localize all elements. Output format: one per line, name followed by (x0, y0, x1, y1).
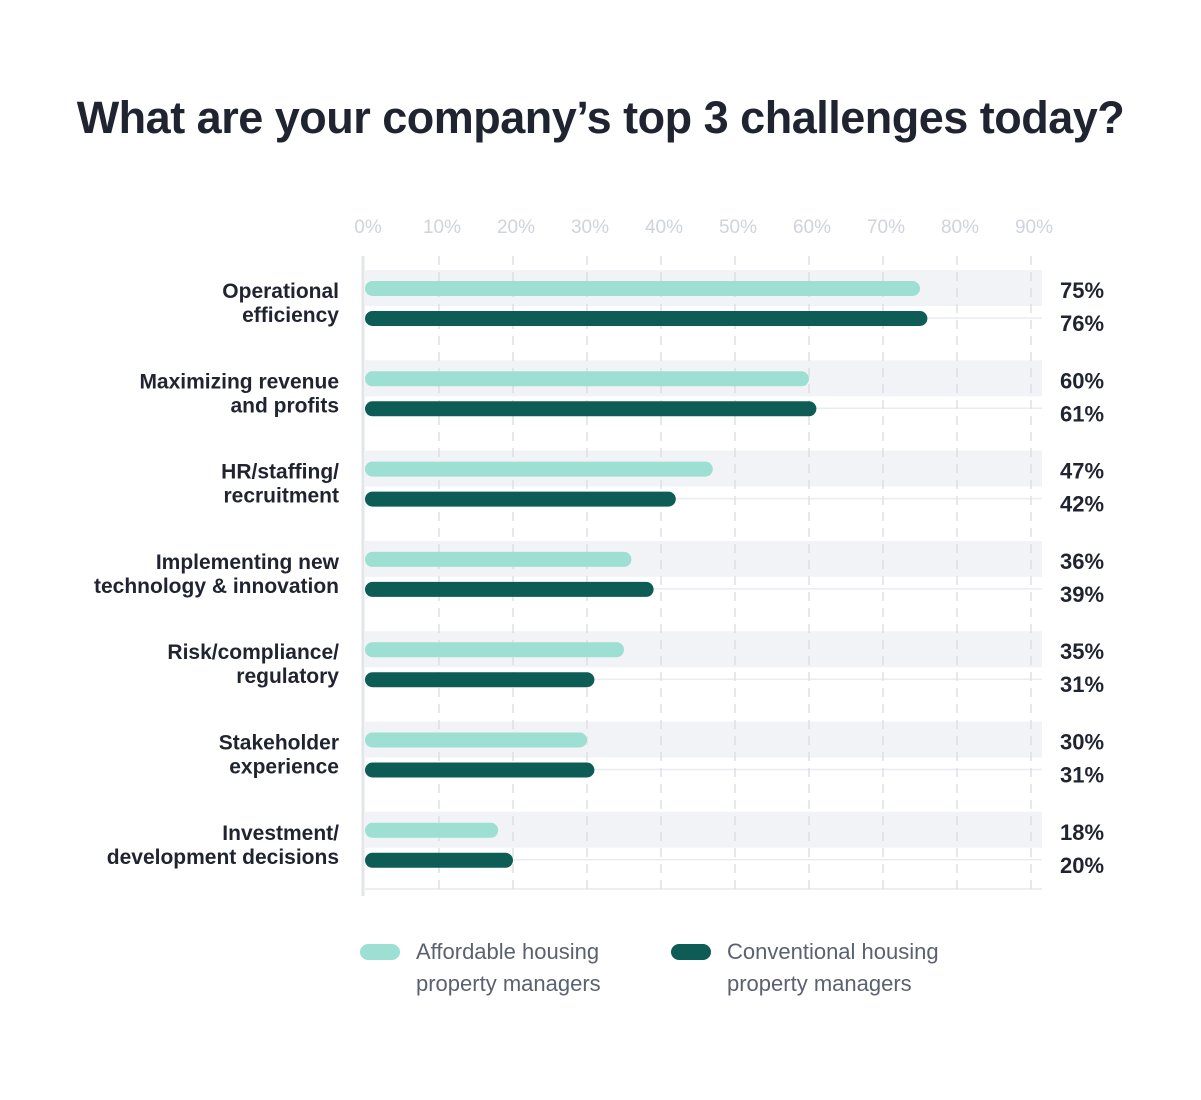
category-label: technology & innovation (94, 575, 339, 598)
category-label: regulatory (236, 665, 339, 688)
category-label: Stakeholder (219, 732, 339, 755)
value-label: 18% (1060, 820, 1104, 845)
category-label: recruitment (223, 485, 339, 508)
x-tick-label: 90% (1015, 217, 1053, 238)
x-tick-label: 30% (571, 217, 609, 238)
category-label: HR/staffing/ (221, 461, 339, 484)
legend-item-conventional: Conventional housing property managers (671, 936, 939, 1000)
bar (365, 672, 595, 688)
legend-label-conventional-line2: property managers (727, 971, 912, 996)
x-tick-label: 50% (719, 217, 757, 238)
bar (365, 281, 920, 296)
category-label: Investment/ (222, 822, 339, 845)
category-label: and profits (231, 394, 340, 417)
category-label: Operational (222, 280, 339, 303)
bar (365, 311, 928, 326)
value-label: 36% (1060, 549, 1104, 574)
bar (365, 642, 624, 658)
value-label: 76% (1060, 311, 1104, 336)
legend-item-affordable: Affordable housing property managers (360, 936, 601, 1000)
bar (365, 461, 713, 477)
x-tick-label: 60% (793, 217, 831, 238)
bar (365, 852, 513, 868)
category-label: Maximizing revenue (139, 370, 339, 393)
bar (365, 401, 817, 417)
legend-label-affordable: Affordable housing property managers (416, 936, 601, 1000)
value-label: 61% (1060, 401, 1104, 426)
value-label: 75% (1060, 278, 1104, 303)
legend-swatch-affordable (360, 944, 400, 960)
bar (365, 491, 676, 507)
category-label: development decisions (107, 846, 339, 869)
legend-label-conventional: Conventional housing property managers (727, 936, 939, 1000)
value-label: 47% (1060, 459, 1104, 484)
value-label: 60% (1060, 368, 1104, 393)
bar (365, 822, 499, 838)
bar (365, 551, 632, 567)
category-label: Implementing new (156, 551, 340, 574)
x-tick-label: 80% (941, 217, 979, 238)
bar (365, 371, 809, 387)
value-label: 31% (1060, 672, 1104, 697)
bar (365, 762, 595, 778)
legend-label-affordable-line2: property managers (416, 971, 601, 996)
x-tick-label: 40% (645, 217, 683, 238)
x-tick-label: 10% (423, 217, 461, 238)
legend-label-conventional-line1: Conventional housing (727, 939, 939, 964)
value-label: 39% (1060, 582, 1104, 607)
value-label: 30% (1060, 730, 1104, 755)
x-tick-label: 70% (867, 217, 905, 238)
category-label: efficiency (242, 304, 339, 327)
value-label: 42% (1060, 492, 1104, 517)
legend-label-affordable-line1: Affordable housing (416, 939, 600, 964)
value-label: 20% (1060, 853, 1104, 878)
x-tick-label: 20% (497, 217, 535, 238)
bar (365, 732, 587, 748)
chart-title: What are your company’s top 3 challenges… (76, 92, 1125, 143)
value-label: 31% (1060, 763, 1104, 788)
legend-swatch-conventional (671, 944, 711, 960)
category-label: experience (229, 756, 339, 779)
value-label: 35% (1060, 639, 1104, 664)
x-tick-label: 0% (354, 217, 382, 238)
category-label: Risk/compliance/ (167, 641, 339, 664)
bar (365, 581, 654, 597)
